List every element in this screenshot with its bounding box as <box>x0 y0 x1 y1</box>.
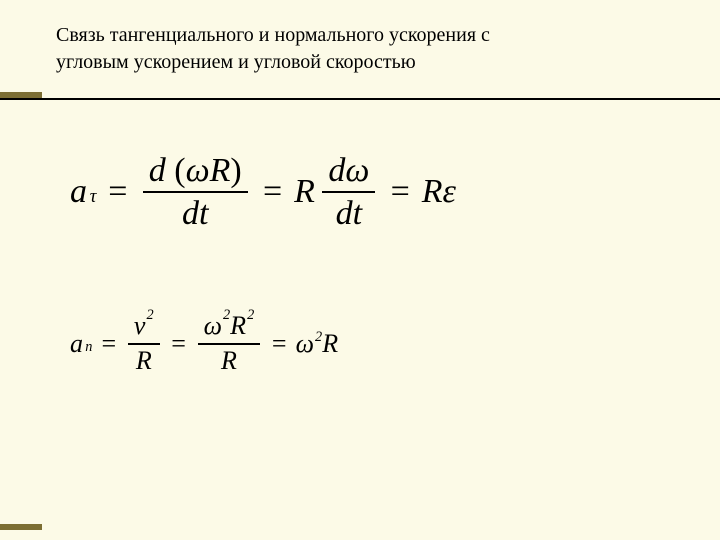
frac-4-den: R <box>215 345 243 378</box>
frac-4-num: ω2R2 <box>198 310 261 343</box>
sym-omega2-2: ω <box>296 329 314 359</box>
sym-v: v <box>134 311 146 340</box>
equation-row-2: an = v2 R = ω2R2 R = ω2R <box>70 310 338 377</box>
sym-R-3: R <box>422 173 443 211</box>
sym-R2-2: R <box>322 329 338 359</box>
frac-1-num: d (ωR) <box>143 150 248 191</box>
sym-R-1: R <box>210 152 231 189</box>
frac-1-den: dt <box>176 193 214 234</box>
frac-3: v2 R <box>128 310 160 377</box>
sym-n: n <box>85 339 92 356</box>
title-line-2: угловым ускорением и угловой скоростью <box>56 51 416 73</box>
sym-eq2-1: = <box>102 329 117 359</box>
sym-eq-3: = <box>391 173 410 211</box>
equation-row-1: aτ = d (ωR) dt = R dω dt = Rε <box>70 150 456 235</box>
formula-tangential: aτ = d (ωR) dt = R dω dt = Rε <box>70 150 456 235</box>
sym-sq-4: 2 <box>315 329 322 346</box>
sym-eq-1: = <box>108 173 127 211</box>
sym-sq-1: 2 <box>146 307 153 323</box>
formula-normal: an = v2 R = ω2R2 R = ω2R <box>70 310 338 377</box>
sym-R-2: R <box>294 173 315 211</box>
sym-R2-1: R <box>230 311 246 340</box>
frac-2: dω dt <box>322 150 375 235</box>
frac-3-num: v2 <box>128 310 160 343</box>
sym-rp: ) <box>230 152 241 189</box>
sym-eps: ε <box>442 173 455 211</box>
sym-eq-2: = <box>263 173 282 211</box>
frac-4: ω2R2 R <box>198 310 261 377</box>
sym-omega-2: ω <box>345 152 369 189</box>
sym-lp: ( <box>174 152 185 189</box>
frac-1: d (ωR) dt <box>143 150 248 235</box>
slide-title: Связь тангенциального и нормального уско… <box>56 22 664 76</box>
frac-2-den: dt <box>330 193 368 234</box>
sym-d-1: d <box>149 152 166 189</box>
sym-eq2-3: = <box>272 329 287 359</box>
sym-sq-3: 2 <box>247 307 254 323</box>
horizontal-rule <box>0 98 720 100</box>
sym-a: a <box>70 173 87 211</box>
sym-omega2-1: ω <box>204 311 222 340</box>
sym-omega-1: ω <box>186 152 210 189</box>
sym-sq-2: 2 <box>223 307 230 323</box>
sym-d-2: d <box>328 152 345 189</box>
sym-tau: τ <box>90 186 97 208</box>
frac-2-num: dω <box>322 150 375 191</box>
title-line-1: Связь тангенциального и нормального уско… <box>56 24 490 46</box>
sym-eq2-2: = <box>171 329 186 359</box>
slide-header: Связь тангенциального и нормального уско… <box>0 0 720 94</box>
frac-3-den: R <box>130 345 158 378</box>
accent-bar-bottom <box>0 524 42 530</box>
sym-a2: a <box>70 329 83 359</box>
